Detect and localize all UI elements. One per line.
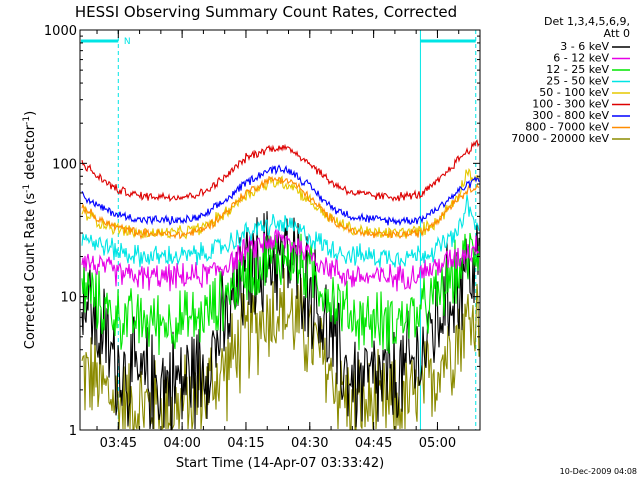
legend-label: 3 - 6 keV xyxy=(560,40,609,53)
series-line xyxy=(81,139,480,203)
series-line xyxy=(81,211,480,430)
y-tick-label: 1000 xyxy=(44,24,77,39)
legend-label: 7000 - 20000 keV xyxy=(511,132,609,145)
y-axis-label-sup2: -1 xyxy=(22,116,32,125)
chart-title: HESSI Observing Summary Count Rates, Cor… xyxy=(75,3,457,21)
legend-label: 12 - 25 keV xyxy=(546,63,609,76)
x-axis-label: Start Time (14-Apr-07 03:33:42) xyxy=(176,456,384,471)
series-line xyxy=(81,175,479,240)
y-axis-label: Corrected Count Rate (s-1 detector-1) xyxy=(22,111,38,349)
x-tick-label: 05:00 xyxy=(419,436,456,451)
series-layer xyxy=(81,139,480,431)
x-axis: 03:45 04:00 04:15 04:30 04:45 05:00 xyxy=(96,30,481,451)
legend-label: 100 - 300 keV xyxy=(532,98,609,111)
plot-frame xyxy=(79,29,481,431)
legend-label: 300 - 800 keV xyxy=(532,109,609,122)
y-tick-label: 100 xyxy=(52,157,77,172)
series-line xyxy=(81,164,480,227)
y-tick-label: 10 xyxy=(60,291,77,306)
legend-label: 25 - 50 keV xyxy=(546,75,609,88)
night-flag-label: N xyxy=(124,37,131,47)
legend-header-line1: Det 1,3,4,5,6,9, xyxy=(544,15,630,28)
y-axis: 1 10 100 1000 xyxy=(44,24,480,439)
series-line xyxy=(81,232,480,356)
series-line xyxy=(81,229,480,292)
series-line xyxy=(81,267,480,431)
y-axis-label-main: Corrected Count Rate (s xyxy=(23,193,38,350)
legend-header-line2: Att 0 xyxy=(604,27,630,40)
y-tick-label: 1 xyxy=(69,424,77,439)
series-line xyxy=(81,194,480,268)
timestamp: 10-Dec-2009 04:08 xyxy=(560,467,637,476)
y-axis-label-end: ) xyxy=(23,111,38,116)
legend-label: 800 - 7000 keV xyxy=(525,121,609,134)
y-axis-label-mid: detector xyxy=(23,124,38,184)
legend-label: 50 - 100 keV xyxy=(539,86,609,99)
y-axis-label-sup1: -1 xyxy=(22,184,32,193)
x-tick-label: 04:45 xyxy=(355,436,392,451)
x-tick-label: 04:00 xyxy=(163,436,200,451)
x-tick-label: 04:30 xyxy=(291,436,328,451)
legend-label: 6 - 12 keV xyxy=(553,52,609,65)
x-tick-label: 03:45 xyxy=(100,436,137,451)
x-tick-label: 04:15 xyxy=(227,436,264,451)
